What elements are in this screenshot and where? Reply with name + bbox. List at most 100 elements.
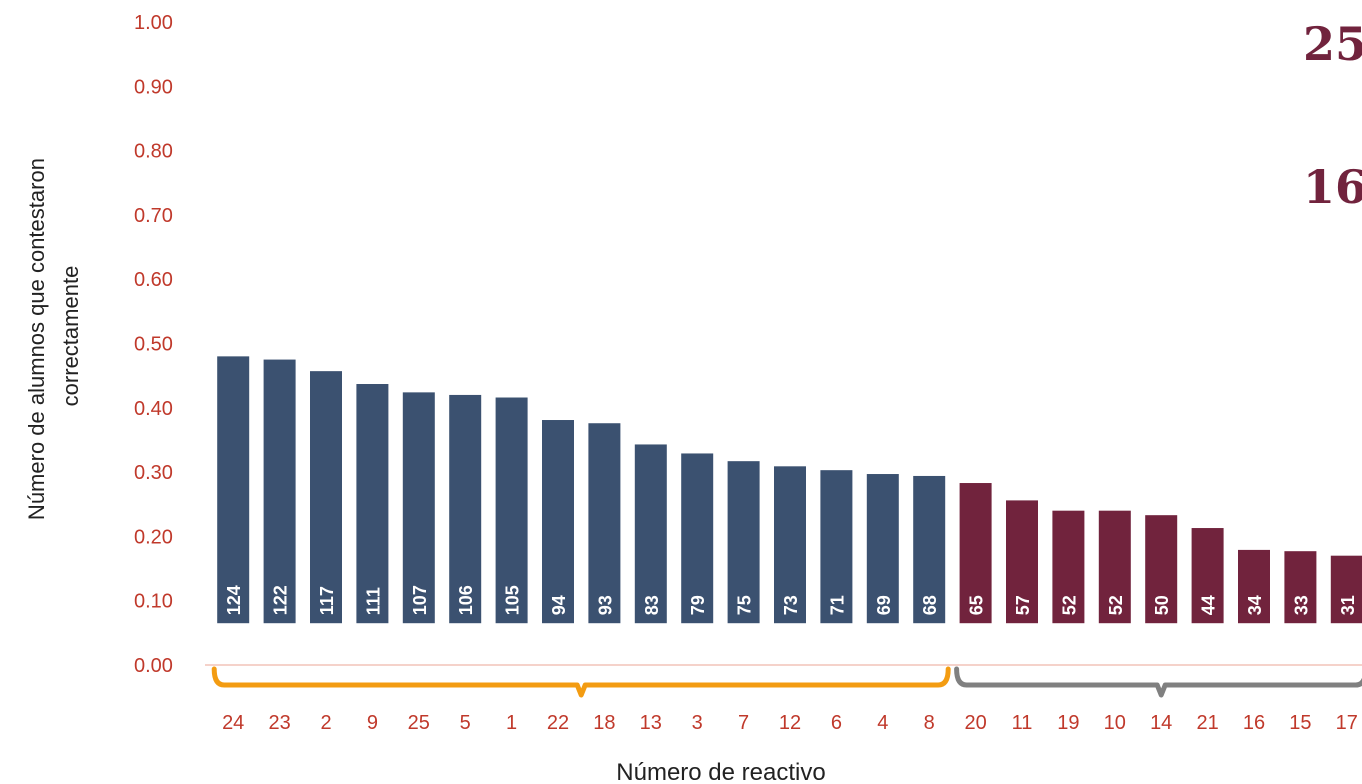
bar-value-label: 83	[642, 595, 662, 615]
corner-annotation-2: 16	[1303, 160, 1362, 214]
x-tick-label: 16	[1243, 712, 1265, 734]
x-tick-label: 24	[222, 712, 244, 734]
bar-value-label: 107	[410, 585, 430, 615]
x-tick-label: 13	[640, 712, 662, 734]
bar-value-label: 57	[1013, 595, 1033, 615]
x-tick-label: 11	[1012, 712, 1033, 734]
x-tick-label: 21	[1196, 712, 1218, 734]
x-tick-label: 17	[1336, 712, 1358, 734]
x-tick-label: 14	[1150, 712, 1172, 734]
x-tick-label: 3	[692, 712, 703, 734]
x-tick-label: 19	[1057, 712, 1079, 734]
x-tick-label: 4	[877, 712, 888, 734]
x-tick-label: 7	[738, 712, 749, 734]
bar-value-label: 94	[549, 595, 569, 615]
bar	[681, 453, 714, 624]
bar-value-label: 93	[595, 595, 615, 615]
bar	[1006, 500, 1038, 624]
bar	[727, 461, 760, 624]
bars-group	[217, 356, 1362, 624]
group-bracket	[954, 666, 1362, 698]
bar-value-label: 122	[271, 585, 291, 615]
y-tick-label: 0.20	[134, 526, 173, 548]
bar	[310, 371, 342, 624]
y-axis-ticks: 0.00 0.10 0.20 0.30 0.40 0.50 0.60 0.70 0.80 0.90…	[134, 12, 173, 677]
x-axis-label: Número de reactivo	[616, 759, 825, 784]
bar	[1238, 549, 1270, 624]
bar	[1191, 528, 1224, 624]
x-tick-label: 18	[593, 712, 615, 734]
bar-value-label: 75	[735, 595, 755, 615]
x-tick-label: 2	[320, 712, 331, 734]
y-tick-label: 0.30	[134, 462, 173, 484]
bar	[866, 474, 899, 624]
bar-value-label: 117	[317, 586, 337, 615]
bar	[913, 475, 946, 624]
x-tick-label: 25	[408, 712, 430, 734]
bar-value-label: 71	[827, 595, 847, 615]
bar-value-label: 106	[456, 585, 476, 615]
bar	[495, 397, 528, 624]
bar-value-label: 69	[874, 595, 894, 615]
corner-annotation-1: 25	[1303, 17, 1362, 71]
bar-value-label: 52	[1106, 595, 1126, 615]
x-axis-ticks: 24 23 2 9 25 5 1 22 18 13 3 7 12 6 4 8 20 11 19 10 14 21 16 15 1…	[222, 712, 1358, 734]
x-tick-label: 15	[1289, 712, 1311, 734]
bar-value-label: 31	[1338, 595, 1358, 615]
bar	[217, 356, 250, 624]
bar	[588, 423, 621, 624]
y-tick-label: 0.60	[134, 269, 173, 291]
y-tick-label: 0.90	[134, 76, 173, 98]
x-tick-label: 9	[367, 712, 378, 734]
bar-value-label: 65	[967, 595, 987, 615]
group-bracket	[211, 666, 951, 698]
x-tick-label: 12	[779, 712, 801, 734]
x-tick-label: 22	[547, 712, 569, 734]
bar	[820, 470, 853, 624]
y-tick-label: 0.50	[134, 334, 173, 356]
bar-value-label: 111	[363, 587, 383, 615]
bar	[356, 384, 389, 624]
x-tick-label: 1	[506, 712, 517, 734]
x-tick-label: 20	[964, 712, 986, 734]
y-tick-label: 0.80	[134, 141, 173, 163]
bar-value-label: 73	[781, 595, 801, 615]
bar-value-label: 79	[688, 595, 708, 615]
bar-value-label: 44	[1199, 595, 1219, 615]
bar	[1098, 510, 1131, 624]
bar	[402, 392, 435, 624]
bar-value-label: 34	[1245, 595, 1265, 615]
bar-value-label: 105	[503, 585, 523, 615]
y-tick-label: 0.10	[134, 591, 173, 613]
bar-value-label: 124	[224, 585, 244, 615]
bar	[634, 444, 667, 624]
bar	[542, 420, 574, 624]
x-tick-label: 6	[831, 712, 842, 734]
bar-value-label: 50	[1152, 595, 1172, 615]
bar	[1145, 515, 1178, 624]
bar	[959, 483, 992, 624]
bar-value-label: 52	[1059, 595, 1079, 615]
x-tick-label: 8	[924, 712, 935, 734]
bar	[1052, 510, 1085, 624]
brackets-group	[211, 666, 1362, 698]
bar	[1330, 555, 1362, 624]
y-tick-label: 0.00	[134, 655, 173, 677]
bar	[774, 466, 806, 624]
bar-value-label: 68	[920, 595, 940, 615]
y-axis-label: Número de alumnos que contestaron correc…	[24, 152, 83, 520]
bar	[1284, 551, 1317, 624]
x-tick-label: 10	[1104, 712, 1126, 734]
x-tick-label: 23	[268, 712, 290, 734]
bar	[449, 394, 482, 624]
y-tick-label: 1.00	[134, 12, 173, 34]
bar-labels-group: 124 122 117 111 107 106 105 94 93 83 79 75 73 71 69 68 6…	[224, 585, 1358, 615]
bar	[263, 359, 296, 624]
y-tick-label: 0.70	[134, 205, 173, 227]
y-axis-label-line-1: Número de alumnos que contestaron	[24, 158, 49, 520]
x-tick-label: 5	[460, 712, 471, 734]
bar-value-label: 33	[1291, 595, 1311, 615]
y-axis-label-line-2: correctamente	[58, 266, 83, 407]
y-tick-label: 0.40	[134, 398, 173, 420]
